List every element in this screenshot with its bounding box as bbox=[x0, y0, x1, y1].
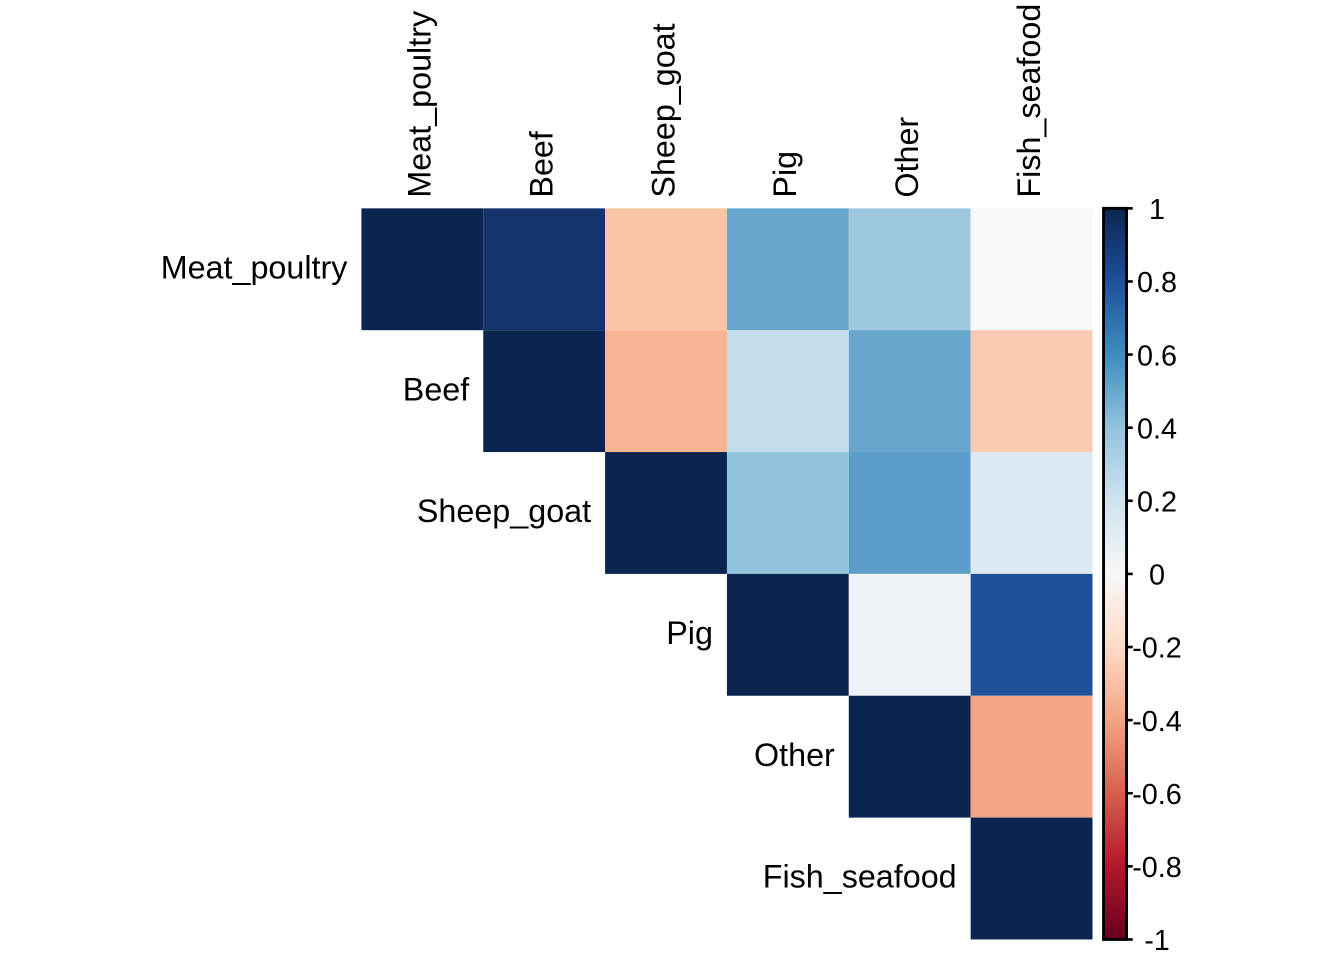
svg-text:-1: -1 bbox=[1144, 925, 1170, 957]
svg-text:Sheep_goat: Sheep_goat bbox=[645, 23, 681, 197]
svg-text:Pig: Pig bbox=[666, 615, 713, 651]
svg-text:0: 0 bbox=[1149, 560, 1165, 592]
svg-text:0.6: 0.6 bbox=[1137, 340, 1177, 372]
svg-text:Beef: Beef bbox=[403, 371, 470, 407]
svg-text:Fish_seafood: Fish_seafood bbox=[1011, 4, 1047, 198]
svg-text:0.8: 0.8 bbox=[1137, 267, 1177, 299]
svg-text:Meat_poultry: Meat_poultry bbox=[402, 10, 438, 198]
svg-text:Other: Other bbox=[889, 117, 925, 198]
svg-text:Sheep_goat: Sheep_goat bbox=[417, 493, 591, 529]
svg-text:-0.2: -0.2 bbox=[1132, 633, 1182, 665]
svg-text:Meat_poultry: Meat_poultry bbox=[161, 249, 349, 285]
svg-text:Fish_seafood: Fish_seafood bbox=[763, 859, 957, 895]
svg-text:0.2: 0.2 bbox=[1137, 486, 1177, 518]
svg-text:-0.4: -0.4 bbox=[1132, 706, 1182, 738]
svg-text:Pig: Pig bbox=[767, 151, 803, 198]
svg-text:Other: Other bbox=[754, 737, 835, 773]
svg-text:1: 1 bbox=[1149, 194, 1165, 226]
svg-text:-0.6: -0.6 bbox=[1132, 779, 1182, 811]
svg-text:Beef: Beef bbox=[523, 130, 559, 197]
svg-text:-0.8: -0.8 bbox=[1132, 852, 1182, 884]
svg-text:0.4: 0.4 bbox=[1137, 413, 1177, 445]
